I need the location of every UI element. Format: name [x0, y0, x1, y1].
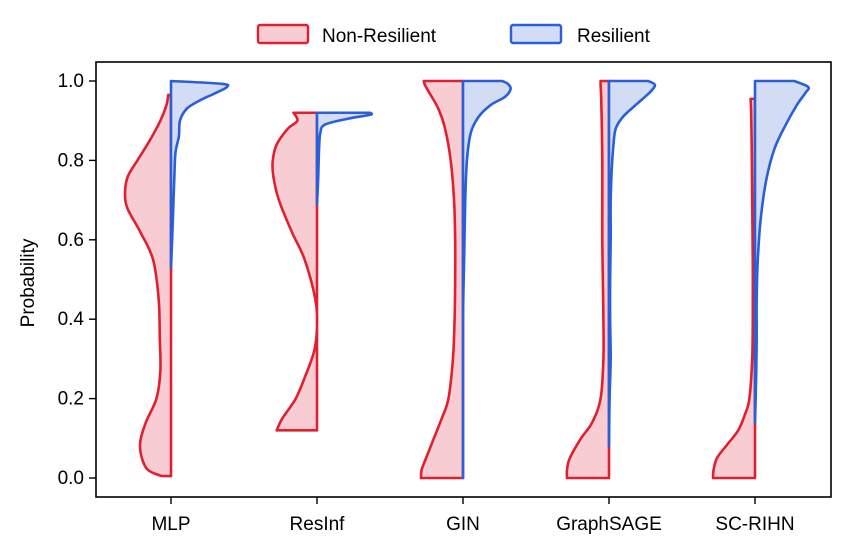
violin-resilient-half [461, 79, 512, 480]
y-tick-label: 0.8 [58, 150, 84, 171]
violin-non-resilient-half [565, 79, 611, 480]
y-tick-label: 0.4 [58, 309, 85, 330]
legend-swatch-non-resilient [256, 23, 310, 45]
x-axis: MLP ResInf GIN GraphSAGE SC-RIHN [151, 497, 795, 535]
x-tick-label: GraphSAGE [556, 514, 662, 535]
x-tick-label: GIN [446, 514, 480, 535]
violin-non-resilient-half [123, 93, 173, 478]
violin-plot-area [123, 79, 811, 480]
violin-mlp [123, 79, 230, 478]
y-tick-label: 0.0 [58, 468, 84, 489]
violin-gin [419, 79, 512, 480]
violin-sc-rihn [711, 79, 811, 480]
violin-resilient-half [607, 79, 657, 448]
y-tick-label: 0.6 [58, 230, 84, 251]
x-tick-label: MLP [151, 514, 190, 535]
y-axis-label: Probability [18, 238, 39, 327]
violin-resilient-half [753, 79, 811, 424]
violin-non-resilient-half [271, 111, 319, 432]
violin-resinf [271, 111, 374, 432]
legend: Non-Resilient Resilient [256, 23, 651, 47]
x-tick-label: SC-RIHN [715, 514, 794, 535]
y-tick-label: 1.0 [58, 71, 84, 92]
violin-non-resilient-half [419, 79, 465, 480]
y-tick-label: 0.2 [58, 389, 84, 410]
y-axis: 0.0 0.2 0.4 0.6 0.8 1.0 [58, 71, 96, 489]
legend-label: Resilient [577, 26, 651, 47]
violin-non-resilient-half [711, 97, 757, 480]
violin-resilient-half [315, 111, 374, 206]
x-tick-label: ResInf [290, 514, 346, 535]
violin-resilient-half [169, 79, 230, 269]
violin-graphsage [565, 79, 657, 480]
plot-frame [95, 61, 832, 498]
legend-label: Non-Resilient [322, 26, 437, 47]
legend-swatch-resilient [509, 23, 563, 45]
